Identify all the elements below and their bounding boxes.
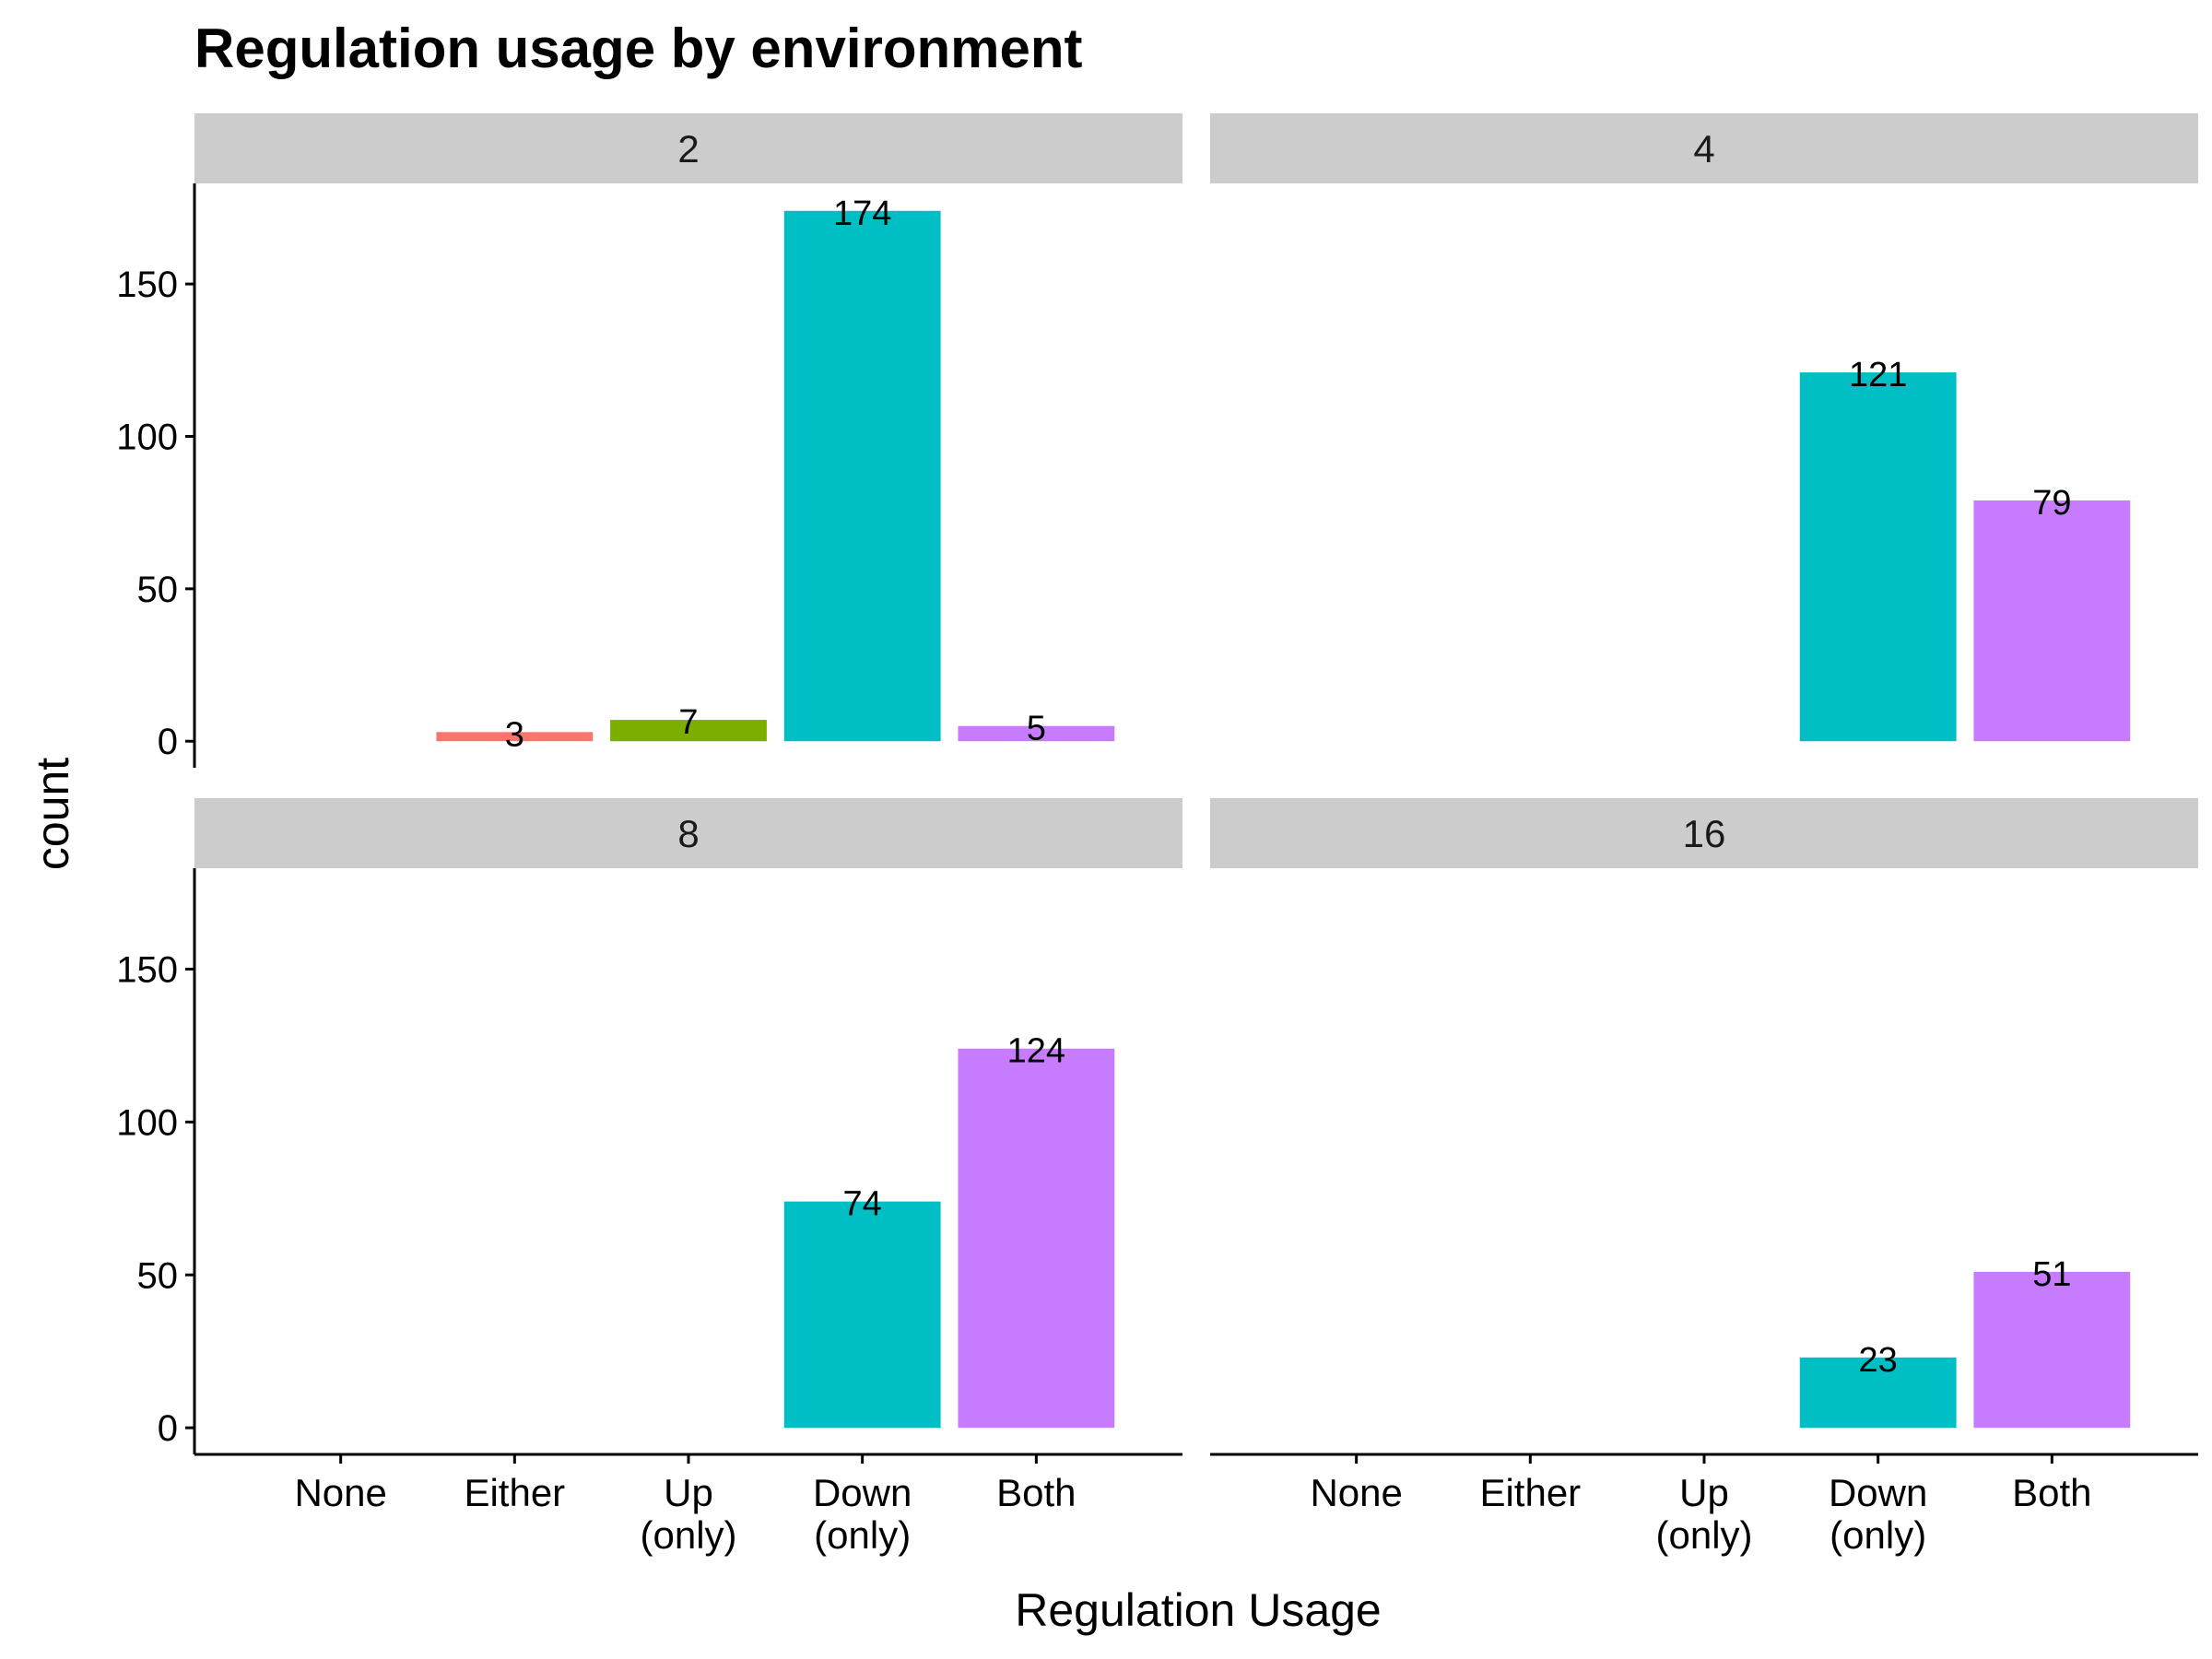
y-tick-label: 150 — [116, 949, 178, 990]
x-tick-label: Either — [1479, 1471, 1581, 1514]
x-tick-label: Both — [2012, 1471, 2091, 1514]
data-label: 7 — [678, 703, 698, 742]
y-tick-label: 50 — [137, 1255, 179, 1296]
bar — [783, 1201, 941, 1429]
facet-strip — [1210, 798, 2198, 868]
facet-strip — [194, 798, 1182, 868]
data-label: 174 — [833, 194, 891, 233]
x-tick-label: Both — [996, 1471, 1076, 1514]
x-tick-label: (only) — [640, 1513, 736, 1557]
data-label: 74 — [843, 1185, 882, 1224]
y-tick-label: 0 — [158, 1408, 178, 1449]
facet-strip — [1210, 113, 2198, 183]
bar — [783, 210, 941, 742]
bar — [958, 725, 1115, 742]
x-tick-label: (only) — [1655, 1513, 1752, 1557]
facet-strip-label: 2 — [677, 127, 699, 171]
bar — [610, 720, 767, 742]
x-tick-label: Either — [464, 1471, 565, 1514]
data-label: 5 — [1027, 710, 1046, 748]
data-label: 51 — [2032, 1255, 2071, 1294]
x-tick-label: None — [294, 1471, 386, 1514]
x-tick-label: Down — [1829, 1471, 1927, 1514]
y-tick-label: 150 — [116, 265, 178, 305]
bar — [958, 1048, 1115, 1429]
y-tick-label: 100 — [116, 418, 178, 458]
data-label: 23 — [1859, 1341, 1898, 1380]
data-label: 3 — [505, 715, 524, 754]
x-tick-label: (only) — [1830, 1513, 1926, 1557]
bar — [1799, 1357, 1957, 1429]
chart-title: Regulation usage by environment — [194, 18, 1083, 79]
x-tick-label: Up — [664, 1471, 713, 1514]
bar — [436, 732, 594, 742]
facet-strip — [194, 113, 1182, 183]
bar — [1973, 1271, 2131, 1429]
y-tick-label: 0 — [158, 722, 178, 762]
facet-strip-label: 4 — [1693, 127, 1714, 171]
y-tick-label: 100 — [116, 1102, 178, 1143]
x-tick-label: Up — [1679, 1471, 1729, 1514]
facet-strip-label: 16 — [1683, 812, 1726, 855]
data-label: 124 — [1007, 1032, 1065, 1071]
facet-strip-label: 8 — [677, 812, 699, 855]
bar — [1973, 500, 2131, 742]
data-label: 121 — [1849, 356, 1907, 394]
x-tick-label: (only) — [814, 1513, 911, 1557]
data-label: 79 — [2032, 484, 2071, 523]
x-tick-label: Down — [813, 1471, 912, 1514]
x-tick-label: None — [1310, 1471, 1402, 1514]
bar — [1799, 372, 1957, 742]
y-tick-label: 50 — [137, 570, 179, 610]
